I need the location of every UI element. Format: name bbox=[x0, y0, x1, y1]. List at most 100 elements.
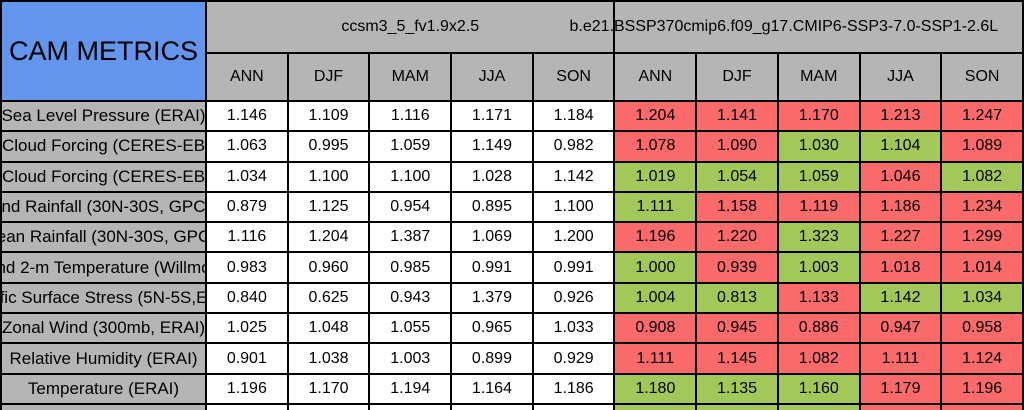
metric-value-cell: 1.100 bbox=[533, 192, 614, 222]
metric-row-label: Temperature (ERAI) bbox=[2, 374, 205, 403]
metric-value-cell: 1.220 bbox=[697, 223, 777, 252]
season-header-g1-ann: ANN bbox=[207, 54, 287, 100]
metric-value-cell: 1.171 bbox=[452, 102, 532, 131]
model-run-1-label: ccsm3_5_fv1.9x2.5 bbox=[341, 18, 480, 35]
metric-value-cell: 1.196 bbox=[615, 223, 696, 252]
metric-value-cell: 1.059 bbox=[370, 132, 451, 161]
metric-value-cell: 1.204 bbox=[615, 102, 696, 131]
metric-value-cell: 1.149 bbox=[452, 132, 532, 161]
model-run-1-header: ccsm3_5_fv1.9x2.5 bbox=[207, 2, 614, 52]
metric-value-cell: 1.213 bbox=[860, 102, 941, 131]
metric-value-cell: 0.958 bbox=[942, 314, 1022, 343]
metric-value-cell: 0.991 bbox=[533, 253, 614, 282]
metric-value-cell: 0.926 bbox=[533, 283, 614, 313]
metric-value-cell: 1.046 bbox=[860, 162, 941, 191]
metric-value-cell: 0.982 bbox=[533, 132, 614, 161]
metric-value-cell: 1.141 bbox=[697, 102, 777, 131]
metric-value-cell: 1.116 bbox=[207, 223, 287, 252]
metric-value-cell: 0.954 bbox=[370, 192, 451, 222]
metric-row-label: Cloud Forcing (CERES-EB bbox=[2, 162, 205, 191]
metric-value-cell: 0.895 bbox=[452, 192, 532, 222]
metric-value-cell: 0.995 bbox=[288, 132, 369, 161]
metric-row-label: Sea Level Pressure (ERAI) bbox=[2, 102, 205, 131]
metric-value-cell: 1.078 bbox=[615, 132, 696, 161]
metric-row-label: Zonal Wind (300mb, ERAI) bbox=[2, 314, 205, 343]
metric-value-cell: 0.939 bbox=[697, 253, 777, 282]
season-header-g2-ann: ANN bbox=[615, 54, 696, 100]
season-header-g1-mam: MAM bbox=[370, 54, 451, 100]
metric-value-cell: 1.247 bbox=[942, 102, 1022, 131]
metric-value-cell: 1.135 bbox=[697, 374, 777, 403]
metric-value-cell: 1.184 bbox=[533, 102, 614, 131]
metric-value-cell: 1.054 bbox=[697, 162, 777, 191]
metric-value-cell: 1.204 bbox=[288, 223, 369, 252]
metric-value-cell: 1.299 bbox=[942, 223, 1022, 252]
metric-value-cell: 1.028 bbox=[452, 162, 532, 191]
metric-value-cell: 1.082 bbox=[942, 162, 1022, 191]
metric-value-cell: 1.059 bbox=[778, 162, 859, 191]
metric-value-cell: 1.160 bbox=[778, 374, 859, 403]
model-run-2-label: b.e21.BSSP370cmip6.f09_g17.CMIP6-SSP3-7.… bbox=[569, 18, 999, 35]
metric-row-label: Relative Humidity (ERAI) bbox=[2, 344, 205, 373]
metric-value-cell: 1.014 bbox=[942, 253, 1022, 282]
season-header-g1-jja: JJA bbox=[452, 54, 532, 100]
metric-value-cell bbox=[288, 404, 369, 410]
metric-value-cell: 0.886 bbox=[778, 314, 859, 343]
metric-value-cell: 1.142 bbox=[860, 283, 941, 313]
metric-value-cell: 1.003 bbox=[370, 344, 451, 373]
metric-value-cell: 1.180 bbox=[615, 374, 696, 403]
metric-value-cell: 0.840 bbox=[207, 283, 287, 313]
metric-value-cell: 1.004 bbox=[615, 283, 696, 313]
metric-value-cell bbox=[778, 404, 859, 410]
metric-value-cell bbox=[860, 404, 941, 410]
metric-row-label: nd 2-m Temperature (Willmo bbox=[2, 253, 205, 282]
metric-value-cell: 0.943 bbox=[370, 283, 451, 313]
metric-value-cell: 1.018 bbox=[860, 253, 941, 282]
metric-value-cell: 0.879 bbox=[207, 192, 287, 222]
metric-value-cell: 1.234 bbox=[942, 192, 1022, 222]
metric-value-cell: 1.000 bbox=[615, 253, 696, 282]
metric-value-cell: 1.089 bbox=[942, 132, 1022, 161]
metric-value-cell: 0.929 bbox=[533, 344, 614, 373]
metric-value-cell: 1.033 bbox=[533, 314, 614, 343]
metric-value-cell: 1.179 bbox=[860, 374, 941, 403]
metric-value-cell: 1.170 bbox=[778, 102, 859, 131]
metric-value-cell bbox=[207, 404, 287, 410]
metric-value-cell: 0.899 bbox=[452, 344, 532, 373]
season-header-g2-mam: MAM bbox=[778, 54, 859, 100]
metric-value-cell: 0.991 bbox=[452, 253, 532, 282]
metric-value-cell: 1.100 bbox=[288, 162, 369, 191]
table-title: CAM METRICS bbox=[9, 35, 198, 66]
metric-value-cell: 0.945 bbox=[697, 314, 777, 343]
metric-value-cell: 1.069 bbox=[452, 223, 532, 252]
metric-value-cell: 1.104 bbox=[860, 132, 941, 161]
metric-value-cell: 0.965 bbox=[452, 314, 532, 343]
metric-value-cell: 1.196 bbox=[942, 374, 1022, 403]
season-header-g1-son: SON bbox=[533, 54, 614, 100]
metric-row-label: ean Rainfall (30N-30S, GPC bbox=[2, 223, 205, 252]
metric-row-label: Cloud Forcing (CERES-EB bbox=[2, 132, 205, 161]
metric-value-cell: 0.985 bbox=[370, 253, 451, 282]
metric-value-cell: 1.323 bbox=[778, 223, 859, 252]
metric-value-cell: 1.111 bbox=[615, 192, 696, 222]
metric-value-cell: 1.048 bbox=[288, 314, 369, 343]
metric-value-cell: 1.170 bbox=[288, 374, 369, 403]
season-header-g2-son: SON bbox=[942, 54, 1022, 100]
table-title-cell: CAM METRICS bbox=[2, 2, 205, 100]
metric-value-cell: 1.387 bbox=[370, 223, 451, 252]
metric-value-cell bbox=[615, 404, 696, 410]
metric-value-cell: 0.960 bbox=[288, 253, 369, 282]
metric-value-cell: 1.100 bbox=[370, 162, 451, 191]
metric-value-cell: 1.124 bbox=[942, 344, 1022, 373]
metric-value-cell: 1.030 bbox=[778, 132, 859, 161]
metric-value-cell: 1.194 bbox=[370, 374, 451, 403]
season-header-g2-jja: JJA bbox=[860, 54, 941, 100]
metric-value-cell: 1.055 bbox=[370, 314, 451, 343]
metric-value-cell: 1.111 bbox=[860, 344, 941, 373]
metric-value-cell: 1.109 bbox=[288, 102, 369, 131]
metric-value-cell: 0.813 bbox=[697, 283, 777, 313]
season-header-g1-djf: DJF bbox=[288, 54, 369, 100]
metric-value-cell: 0.908 bbox=[615, 314, 696, 343]
metric-value-cell: 1.119 bbox=[778, 192, 859, 222]
